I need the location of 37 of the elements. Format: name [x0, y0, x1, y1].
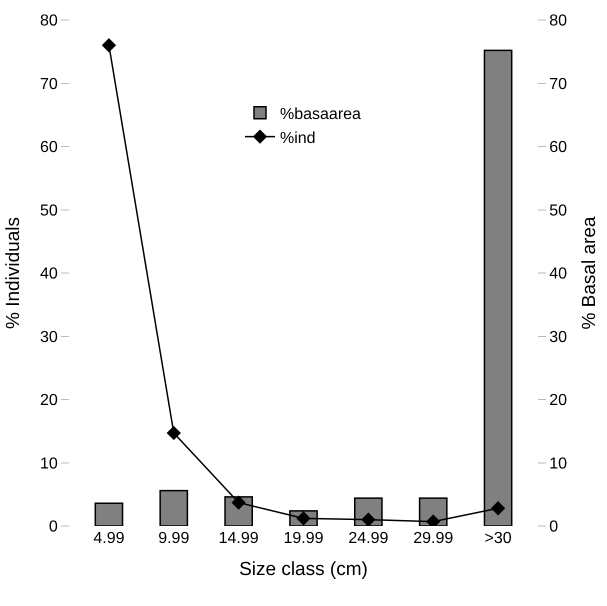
- y-tick-label: 50: [40, 202, 58, 220]
- x-tick-label: >30: [484, 530, 512, 547]
- point: [361, 512, 376, 526]
- y2-tick-label: 50: [549, 202, 568, 220]
- y2-tick-label: 0: [549, 518, 558, 536]
- y2-tick-label: 70: [549, 76, 568, 93]
- legend-label: %basaarea: [280, 106, 362, 124]
- y-tick-label: 10: [40, 455, 58, 472]
- point: [166, 426, 181, 440]
- x-tick-label: 4.99: [93, 530, 125, 547]
- y-tick-label: 30: [40, 328, 58, 346]
- x-tick-label: 9.99: [158, 530, 190, 547]
- y-tick-label: 20: [40, 392, 58, 410]
- point: [102, 38, 116, 52]
- y-tick-label: 0: [48, 518, 58, 536]
- y2-axis-title: % Basal area: [578, 216, 600, 330]
- y-axis-title: % Individuals: [2, 217, 24, 329]
- y2-tick-label: 60: [549, 139, 568, 156]
- y-tick-label: 60: [40, 139, 58, 156]
- x-axis-title: Size class (cm): [239, 558, 368, 580]
- legend-label: %ind: [280, 130, 316, 147]
- y2-tick-label: 20: [549, 392, 568, 410]
- x-tick-label: 19.99: [283, 530, 324, 547]
- y2-tick-label: 80: [549, 12, 568, 30]
- point: [490, 501, 506, 516]
- y-tick-label: 70: [40, 76, 58, 93]
- y2-tick-label: 10: [549, 455, 568, 472]
- bar: [159, 490, 188, 526]
- x-tick-label: 24.99: [348, 530, 388, 547]
- point: [231, 495, 246, 510]
- y2-tick-label: 40: [549, 266, 568, 283]
- bar: [94, 502, 124, 526]
- x-tick-label: 14.99: [218, 530, 259, 547]
- x-tick-label: 29.99: [413, 530, 454, 547]
- y2-tick-label: 30: [549, 328, 568, 346]
- y-tick-label: 80: [40, 12, 58, 30]
- y-tick-label: 40: [40, 266, 58, 283]
